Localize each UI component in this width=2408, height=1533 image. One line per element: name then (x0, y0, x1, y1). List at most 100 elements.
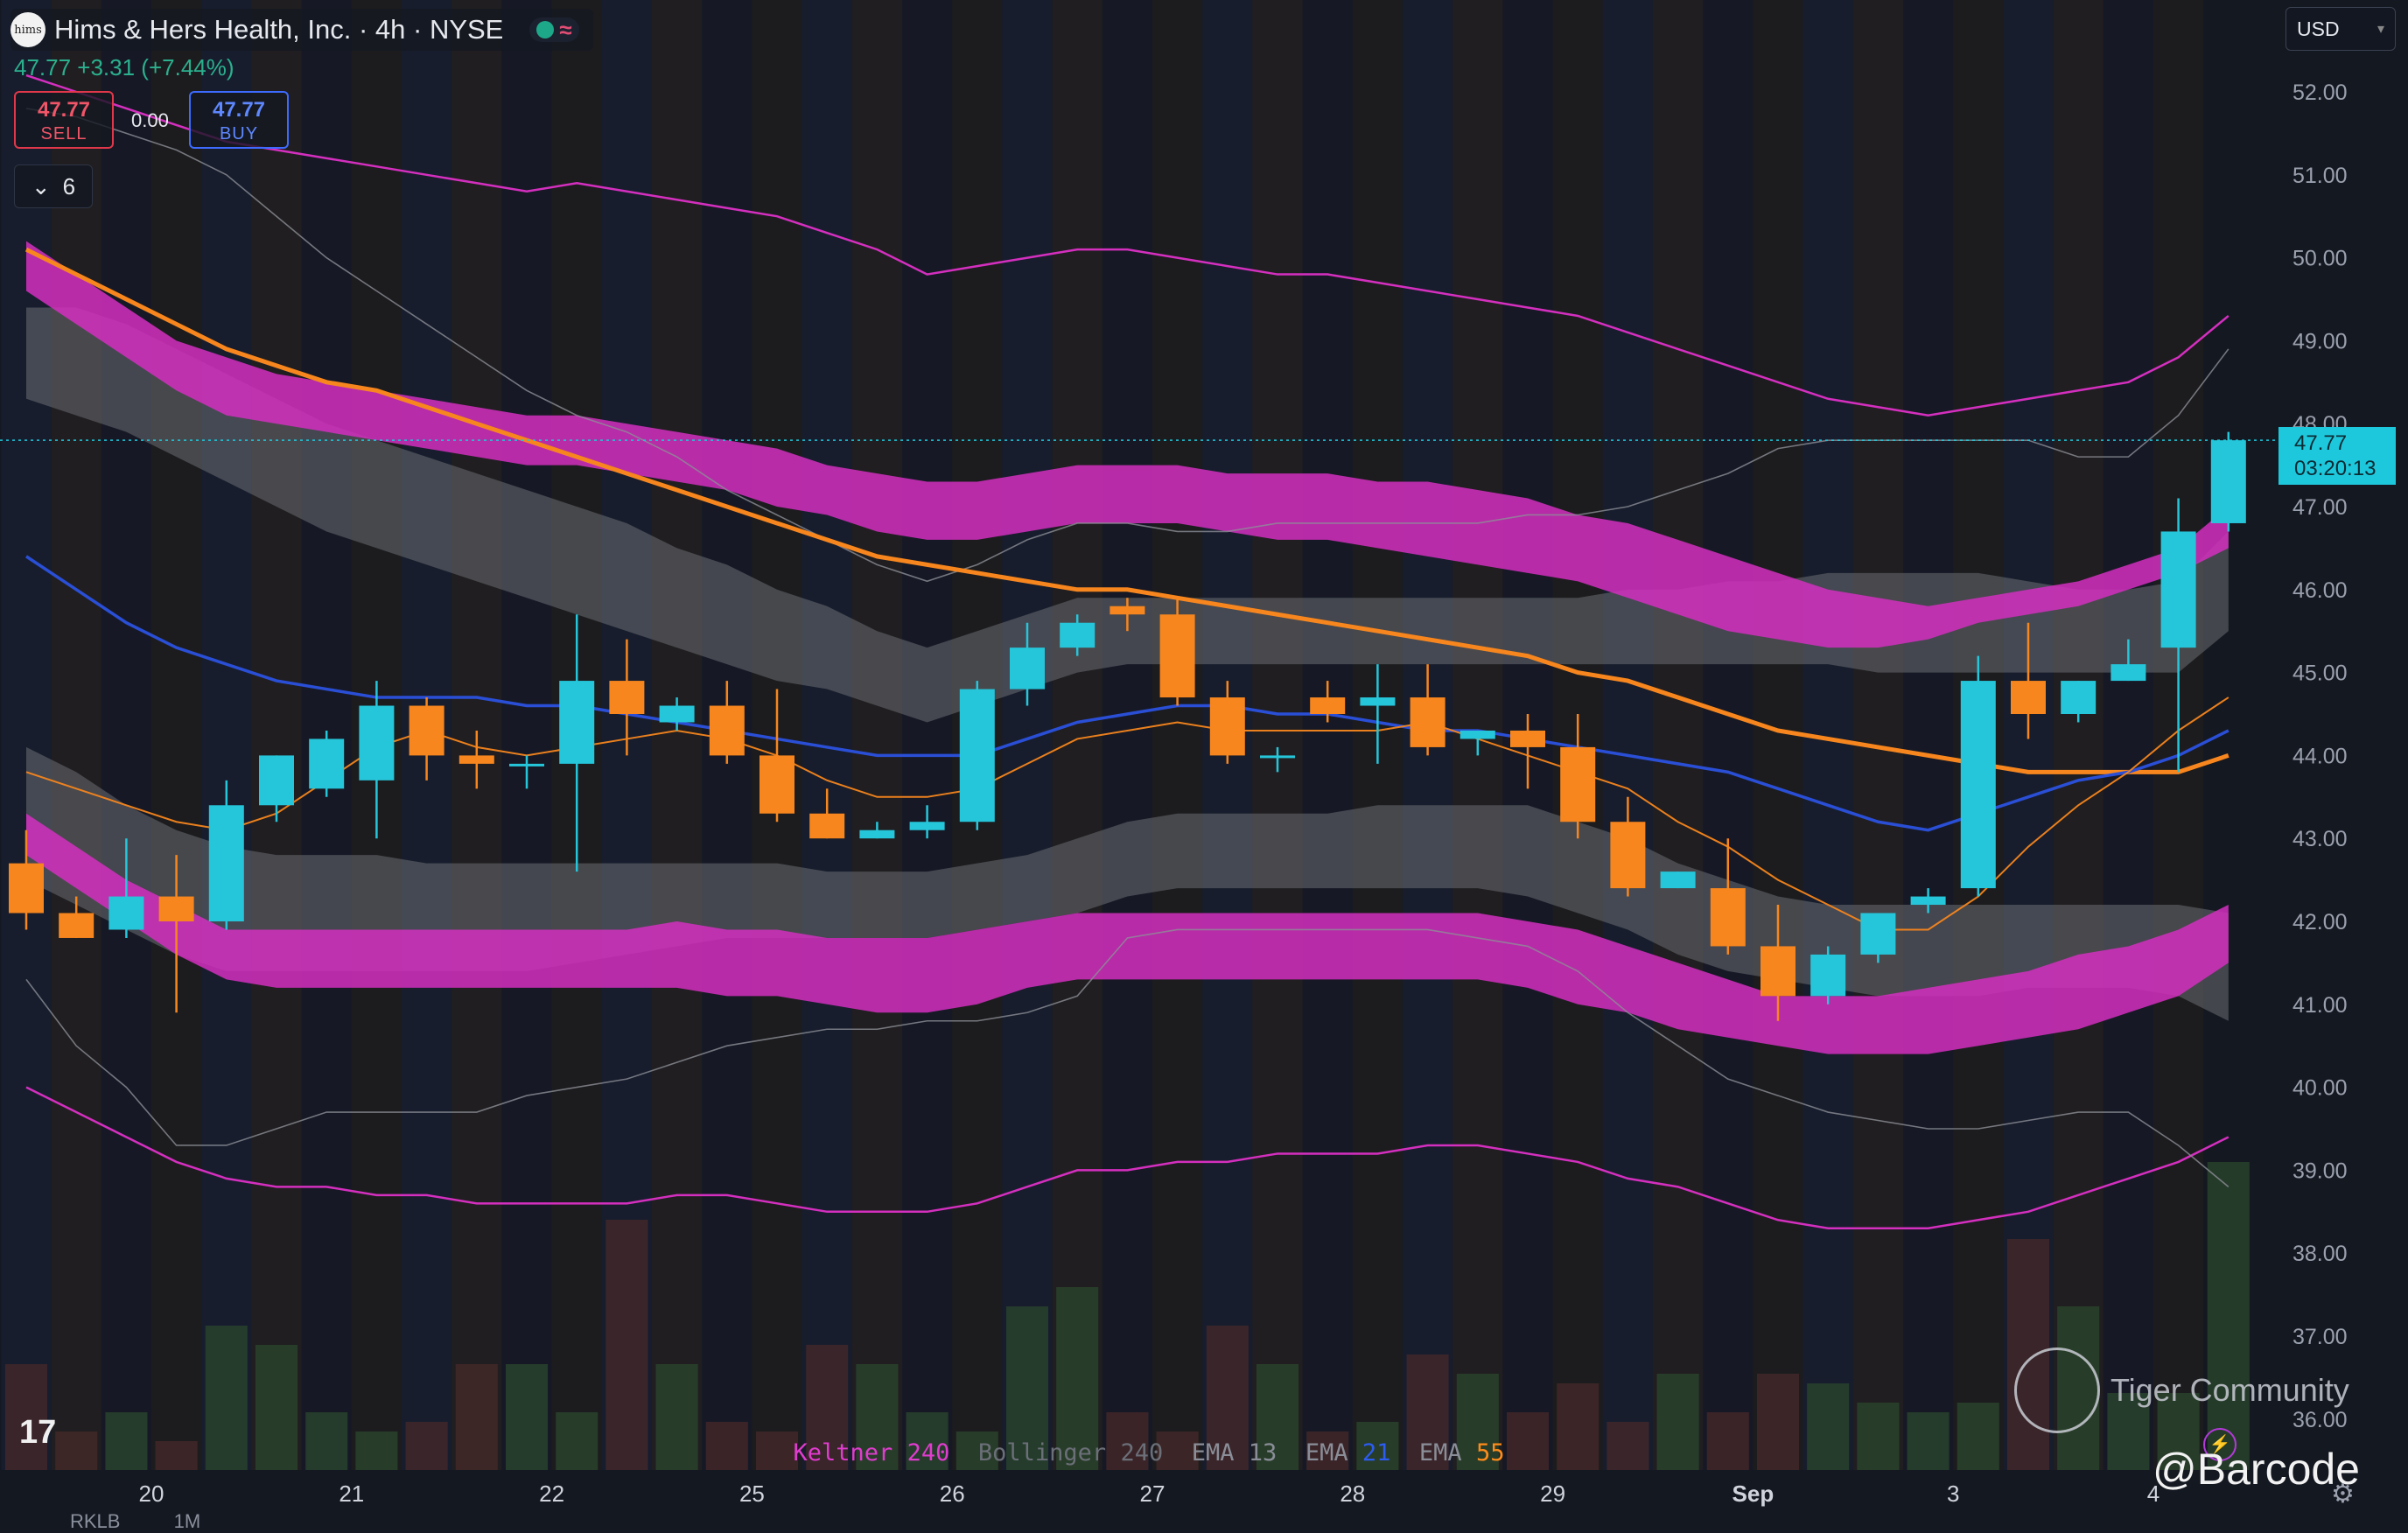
candle-body (2210, 440, 2246, 523)
volume-bar (1857, 1403, 1900, 1470)
volume-bar (1106, 1412, 1149, 1470)
bottom-panel-fragment: RKLB 1M (70, 1510, 201, 1532)
session-band (2103, 0, 2153, 1470)
candle-body (1510, 730, 1545, 747)
legend-ema-13[interactable]: EMA 13 (1191, 1439, 1278, 1466)
volume-bar (2157, 1393, 2200, 1470)
candle-body (309, 738, 345, 789)
candle-body (409, 705, 444, 756)
candle-body (559, 681, 595, 764)
session-band (1252, 0, 1303, 1470)
bollinger-upper-ribbon (26, 307, 2229, 723)
time-tick-label: 29 (1540, 1480, 1565, 1507)
ema-55-line (24, 247, 2230, 774)
buy-button[interactable]: 47.77 BUY (189, 91, 289, 149)
volume-bar (105, 1412, 148, 1470)
session-band (1102, 0, 1152, 1470)
indicators-toggle[interactable]: ⌄ 6 (14, 164, 93, 208)
volume-bar (1306, 1432, 1349, 1470)
indicator-count: 6 (62, 172, 76, 200)
legend-ema-55[interactable]: EMA 55 (1418, 1439, 1505, 1466)
legend-bollinger[interactable]: Bollinger 240 (977, 1439, 1164, 1466)
volume-bar (856, 1364, 899, 1470)
time-tick-label: 28 (1340, 1480, 1365, 1507)
volume-bar (355, 1432, 398, 1470)
volume-bars (4, 1162, 2250, 1470)
volume-bar (1156, 1432, 1199, 1470)
tradingview-logo[interactable]: 17 (19, 1414, 57, 1451)
session-band (151, 0, 202, 1470)
session-band (101, 0, 151, 1470)
session-band (1302, 0, 1353, 1470)
keltner-upper-ribbon (26, 241, 2229, 648)
session-band (1152, 0, 1203, 1470)
volume-bar (505, 1364, 549, 1470)
volume-bar (1907, 1412, 1950, 1470)
price-tick-label: 47.00 (2292, 495, 2348, 520)
price-tick-label: 41.00 (2292, 993, 2348, 1018)
volume-bar (455, 1364, 498, 1470)
candle-body (208, 805, 244, 921)
volume-bar (1005, 1306, 1049, 1470)
volume-bar (1656, 1374, 1699, 1470)
author-handle: @Barcode (2152, 1445, 2360, 1494)
session-band (1703, 0, 1754, 1470)
candle-body (1410, 697, 1446, 747)
lightning-icon[interactable]: ⚡ (2203, 1428, 2236, 1461)
price-tick-label: 50.00 (2292, 247, 2348, 271)
gear-icon[interactable]: ⚙ (2331, 1480, 2355, 1508)
volume-bar (405, 1422, 448, 1470)
price-tick-label: 42.00 (2292, 910, 2348, 934)
volume-bar (556, 1412, 598, 1470)
candle-body (9, 863, 44, 914)
volume-bar (655, 1364, 698, 1470)
candle-body (1209, 697, 1245, 756)
time-tick-label: 27 (1140, 1480, 1166, 1507)
candle-body (1260, 755, 1295, 759)
sell-button[interactable]: 47.77 SELL (14, 91, 114, 149)
volume-bar (755, 1432, 799, 1470)
volume-bar (55, 1432, 98, 1470)
volume-bar (205, 1326, 248, 1470)
time-axis[interactable]: 20 21 22 25 26 27 28 29 Sep 3 4 (139, 1480, 2160, 1507)
volume-bar (1406, 1354, 1449, 1470)
chevron-down-icon: ▾ (2376, 22, 2384, 37)
volume-bar (956, 1432, 998, 1470)
market-status[interactable]: ≈ (529, 18, 579, 42)
legend-keltner[interactable]: Keltner 240 (793, 1439, 950, 1466)
tiger-community-watermark: Tiger Community (2014, 1348, 2349, 1433)
bollinger-upper-line (25, 108, 2230, 583)
session-band (201, 0, 252, 1470)
volume-bar (705, 1422, 748, 1470)
sell-label: SELL (40, 124, 88, 144)
keltner-lower-ribbon (26, 813, 2229, 1054)
market-open-icon (536, 21, 555, 38)
ema-21-line (25, 555, 2230, 832)
candle-body (1060, 622, 1096, 648)
time-tick-label: 21 (339, 1480, 364, 1507)
price-change: 47.77 +3.31 (+7.44%) (14, 54, 234, 80)
session-band (251, 0, 302, 1470)
candle-body (760, 755, 794, 814)
indicator-legend[interactable]: Keltner 240 Bollinger 240 EMA 13 EMA 21 … (765, 1412, 1505, 1466)
volume-bar (906, 1412, 948, 1470)
candle-body (959, 689, 995, 822)
candle-body (1159, 614, 1195, 698)
keltner-lower-line (25, 1086, 2230, 1230)
session-band (1903, 0, 1954, 1470)
legend-ema-21[interactable]: EMA 21 (1305, 1439, 1391, 1466)
brand-name: Tiger Community (2110, 1372, 2349, 1408)
currency-selector[interactable]: USD ▾ (2286, 7, 2396, 51)
symbol-title[interactable]: Hims & Hers Health, Inc. · 4h · NYSE (54, 14, 504, 45)
symbol-header[interactable]: hims Hims & Hers Health, Inc. · 4h · NYS… (10, 9, 593, 51)
price-axis[interactable]: 52.0051.0050.0049.0048.0047.0046.0045.00… (2292, 80, 2348, 1432)
candle-body (909, 822, 945, 830)
volume-bar (155, 1441, 198, 1470)
candle-body (1960, 681, 1996, 889)
candle-body (1010, 648, 1045, 690)
session-band (902, 0, 953, 1470)
price-tick-label: 43.00 (2292, 827, 2348, 851)
price-tick-label: 37.00 (2292, 1325, 2348, 1349)
